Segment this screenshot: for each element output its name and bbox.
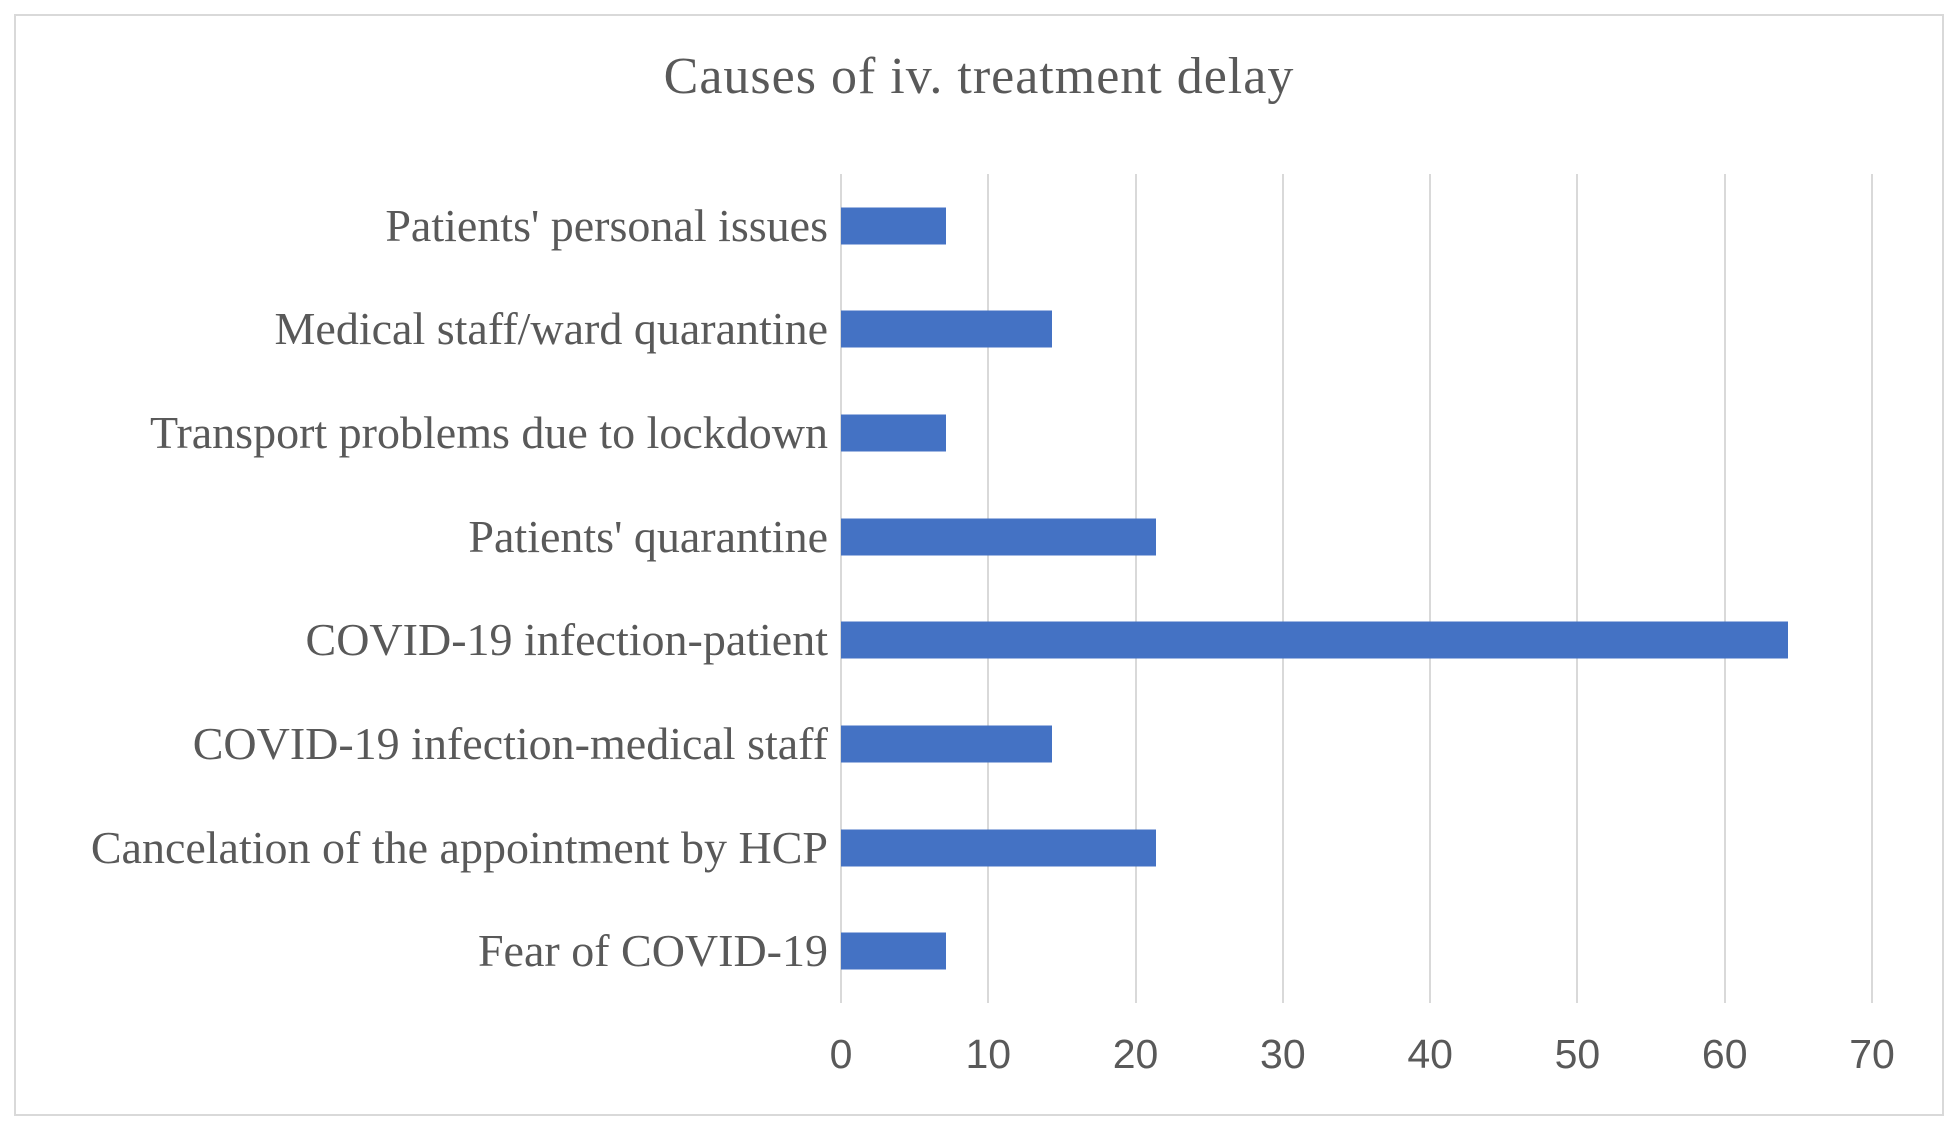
bar-row: Transport problems due to lockdown (0, 381, 1958, 485)
x-tick-label: 0 (829, 1031, 853, 1077)
bar-row: COVID-19 infection-medical staff (0, 692, 1958, 796)
bar-track (841, 796, 1872, 900)
category-label: Patients' quarantine (468, 510, 828, 562)
category-label: COVID-19 infection-medical staff (192, 717, 828, 769)
x-tick-label: 60 (1701, 1031, 1748, 1077)
x-tick-label: 50 (1554, 1031, 1601, 1077)
bar-row: COVID-19 infection-patient (0, 589, 1958, 693)
gridline-x-10 (987, 174, 990, 1003)
bar-track (841, 589, 1872, 693)
plot-area: Patients' personal issues Medical staff/w… (0, 174, 1958, 1003)
bar-medical-staff-ward-quarantine (841, 310, 1052, 348)
gridline-x-60 (1723, 174, 1726, 1003)
x-axis: 0 10 20 30 40 50 60 70 (830, 1031, 1895, 1092)
bar-row: Patients' quarantine (0, 485, 1958, 589)
bar-fear-of-covid-19 (841, 932, 946, 970)
bar-patients-personal-issues (841, 207, 946, 245)
bar-transport-problems-due-to-lockdown (841, 414, 946, 452)
x-tick-label: 10 (965, 1031, 1012, 1077)
bar-row: Fear of COVID-19 (0, 899, 1958, 1003)
bar-track (841, 381, 1872, 485)
category-label: Fear of COVID-19 (477, 925, 828, 977)
gridline-x-40 (1429, 174, 1432, 1003)
bar-row: Cancelation of the appointment by HCP (0, 796, 1958, 900)
bar-track (841, 278, 1872, 382)
bar-row: Medical staff/ward quarantine (0, 278, 1958, 382)
gridlines-container (840, 174, 1873, 1003)
category-label: Transport problems due to lockdown (149, 406, 828, 458)
bar-track (841, 485, 1872, 589)
bar-patients-quarantine (841, 518, 1157, 556)
chart-title: Causes of iv. treatment delay (663, 48, 1295, 105)
bar-covid-19-infection-medical-staff (841, 725, 1052, 763)
gridline-x-50 (1576, 174, 1579, 1003)
gridline-x-70 (1871, 174, 1873, 1003)
category-label: Cancelation of the appointment by HCP (90, 821, 828, 873)
bar-covid-19-infection-patient (841, 621, 1789, 659)
x-tick-label: 70 (1849, 1031, 1895, 1077)
category-label: Patients' personal issues (385, 199, 828, 251)
gridline-x-20 (1134, 174, 1137, 1003)
bar-track (841, 899, 1872, 1003)
x-tick-label: 40 (1407, 1031, 1453, 1077)
gridline-x-0 (840, 174, 842, 1003)
bar-track (841, 174, 1872, 278)
bar-row: Patients' personal issues (0, 174, 1958, 278)
gridline-x-30 (1281, 174, 1284, 1003)
x-tick-label: 20 (1112, 1031, 1159, 1077)
bar-track (841, 692, 1872, 796)
bar-cancelation-of-the-appointment-by-hcp (841, 829, 1157, 867)
x-tick-label: 30 (1260, 1031, 1306, 1077)
category-label: Medical staff/ward quarantine (274, 303, 828, 355)
category-label: COVID-19 infection-patient (305, 614, 828, 666)
